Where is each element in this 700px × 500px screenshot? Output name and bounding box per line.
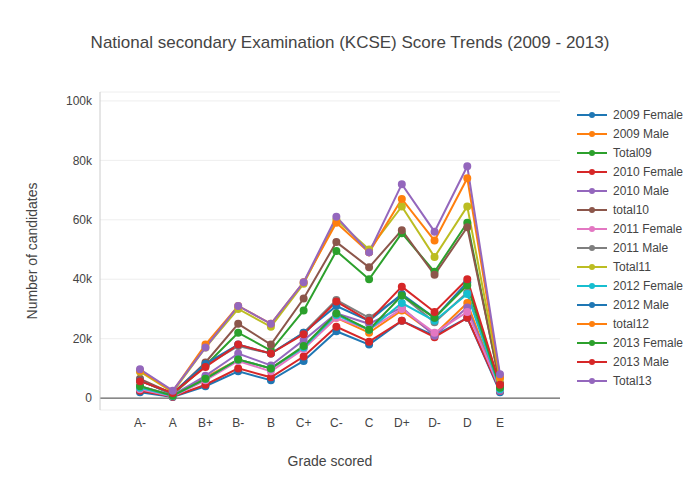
- html-text:2010 Female: 2010 Female: [613, 164, 683, 179]
- html-text:2011 Male: 2011 Male: [613, 240, 669, 255]
- html-text:2013 Female: 2013 Female: [613, 335, 683, 350]
- html-text:total12: total12: [613, 316, 649, 331]
- svg-text:Grade scored: Grade scored: [288, 453, 373, 469]
- svg-text:Number of candidates: Number of candidates: [24, 183, 40, 320]
- html-text:2009 Male: 2009 Male: [613, 126, 669, 141]
- svg-text:A: A: [169, 416, 177, 430]
- svg-text:B+: B+: [198, 416, 213, 430]
- html-text:2010 Male: 2010 Male: [613, 183, 669, 198]
- svg-text:D-: D-: [428, 416, 441, 430]
- svg-text:E: E: [496, 416, 504, 430]
- html-text:2012 Female: 2012 Female: [613, 278, 683, 293]
- html-text:Total11: Total11: [613, 259, 651, 274]
- svg-text:C: C: [365, 416, 374, 430]
- svg-text:80k: 80k: [73, 154, 93, 168]
- svg-text:40k: 40k: [73, 272, 93, 286]
- html-text:2012 Male: 2012 Male: [613, 297, 669, 312]
- html-text:National secondary Examination: National secondary Examination (KCSE) Sc…: [90, 33, 610, 52]
- svg-text:D+: D+: [394, 416, 410, 430]
- html-text:total10: total10: [613, 202, 649, 217]
- html-text:Total13: Total13: [613, 373, 652, 388]
- svg-text:B: B: [267, 416, 275, 430]
- svg-text:C+: C+: [296, 416, 312, 430]
- svg-text:C-: C-: [330, 416, 343, 430]
- svg-text:D: D: [463, 416, 472, 430]
- svg-text:B-: B-: [232, 416, 244, 430]
- html-text:2011 Female: 2011 Female: [613, 221, 683, 236]
- svg-text:60k: 60k: [73, 213, 93, 227]
- html-text:Total09: Total09: [613, 145, 652, 160]
- svg-text:20k: 20k: [73, 332, 93, 346]
- svg-text:A-: A-: [134, 416, 146, 430]
- svg-text:0: 0: [85, 391, 92, 405]
- html-text:2013 Male: 2013 Male: [613, 354, 669, 369]
- svg-text:100k: 100k: [66, 94, 93, 108]
- html-text:2009 Female: 2009 Female: [613, 107, 683, 122]
